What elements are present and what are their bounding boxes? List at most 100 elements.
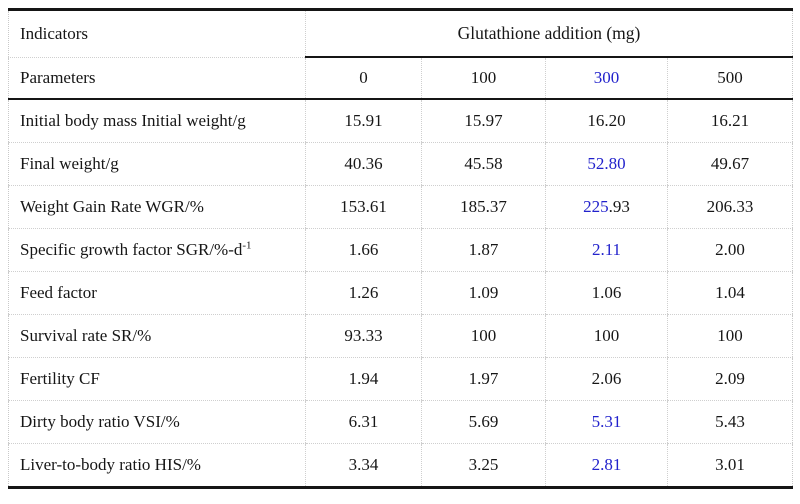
row-label: Weight Gain Rate WGR/% [8, 185, 306, 229]
value-cell: 2.09 [667, 357, 793, 401]
text-segment: 15.97 [464, 111, 503, 130]
value-cell: 40.36 [305, 142, 422, 186]
text-segment: 15.91 [344, 111, 383, 130]
corner-cell-indicators: Indicators [8, 9, 306, 58]
table-row: Fertility CF 1.94 1.97 2.06 2.09 [8, 357, 793, 401]
text-segment: 185.37 [460, 197, 507, 216]
text-segment: 1.94 [348, 369, 379, 388]
row-label: Fertility CF [8, 357, 306, 401]
text-segment: 153.61 [340, 197, 387, 216]
dose-header-cell-3: 500 [667, 57, 793, 100]
paper-table-figure: Indicators Glutathione addition (mg) Par… [8, 8, 793, 489]
value-cell: 3.25 [421, 443, 546, 488]
value-cell: 225.93 [545, 185, 668, 229]
text-segment: 206.33 [706, 197, 754, 216]
text-segment: 1.04 [715, 283, 745, 302]
table-row: Dirty body ratio VSI/% 6.31 5.69 5.31 5.43 [8, 400, 793, 444]
table-row: Specific growth factor SGR/%-d-1 1.66 1.87… [8, 228, 793, 272]
value-cell: 2.00 [667, 228, 793, 272]
corner-cell-parameters: Parameters [8, 57, 306, 100]
value-cell: 153.61 [305, 185, 422, 229]
text-segment: Final weight/g [20, 154, 119, 173]
text-segment: 16.20 [587, 111, 626, 130]
value-cell: 52.80 [545, 142, 668, 186]
row-label: Final weight/g [8, 142, 306, 186]
highlighted-text-segment: 5.31 [591, 412, 622, 431]
table-body: Initial body mass Initial weight/g 15.91 1… [8, 99, 793, 488]
text-segment: 93.33 [344, 326, 383, 345]
value-cell: 3.01 [667, 443, 793, 488]
value-cell: 1.87 [421, 228, 546, 272]
dose-header-cell-2: 300 [545, 57, 668, 100]
value-cell: 5.43 [667, 400, 793, 444]
value-cell: 2.11 [545, 228, 668, 272]
text-segment: Specific growth factor SGR/%-d [20, 240, 243, 259]
row-label: Feed factor [8, 271, 306, 315]
text-segment: Feed factor [20, 283, 97, 302]
table-row: Initial body mass Initial weight/g 15.91 1… [8, 99, 793, 143]
text-segment: Dirty body ratio VSI/% [20, 412, 180, 431]
value-cell: 1.09 [421, 271, 546, 315]
row-label: Initial body mass Initial weight/g [8, 99, 306, 143]
text-segment: 40.36 [344, 154, 383, 173]
table-row: Final weight/g 40.36 45.58 52.80 49.67 [8, 142, 793, 186]
dose-header-cell-0: 0 [305, 57, 422, 100]
text-segment: 1.87 [468, 240, 499, 259]
text-segment: 2.09 [715, 369, 745, 388]
text-segment: 1.06 [591, 283, 622, 302]
text-segment: 5.43 [715, 412, 745, 431]
text-segment: Liver-to-body ratio HIS/% [20, 455, 201, 474]
text-segment: 49.67 [710, 154, 750, 173]
text-segment: 16.21 [710, 111, 750, 130]
value-cell: 16.20 [545, 99, 668, 143]
text-segment: 0 [359, 68, 368, 87]
header-row-doses: Parameters 0 100 300 500 [8, 57, 793, 100]
value-cell: 1.97 [421, 357, 546, 401]
text-segment: .93 [608, 197, 630, 216]
value-cell: 1.94 [305, 357, 422, 401]
value-cell: 49.67 [667, 142, 793, 186]
value-cell: 1.04 [667, 271, 793, 315]
text-segment: 5.69 [468, 412, 499, 431]
highlighted-text-segment: 52.80 [587, 154, 626, 173]
value-cell: 15.91 [305, 99, 422, 143]
text-segment: Initial body mass Initial weight/g [20, 111, 246, 130]
row-label: Specific growth factor SGR/%-d-1 [8, 228, 306, 272]
value-cell: 45.58 [421, 142, 546, 186]
text-segment: 3.34 [348, 455, 379, 474]
value-cell: 5.31 [545, 400, 668, 444]
value-cell: 100 [667, 314, 793, 358]
glutathione-results-table: Indicators Glutathione addition (mg) Par… [8, 8, 793, 489]
text-segment: Fertility CF [20, 369, 100, 388]
value-cell: 93.33 [305, 314, 422, 358]
value-cell: 100 [421, 314, 546, 358]
row-label: Dirty body ratio VSI/% [8, 400, 306, 444]
value-cell: 3.34 [305, 443, 422, 488]
value-cell: 185.37 [421, 185, 546, 229]
highlighted-text-segment: 2.11 [591, 240, 622, 259]
value-cell: 15.97 [421, 99, 546, 143]
highlighted-text-segment: 225 [583, 197, 609, 216]
text-segment: 100 [593, 326, 620, 345]
text-segment: 100 [717, 326, 743, 345]
table-row: Weight Gain Rate WGR/% 153.61 185.37 225.93… [8, 185, 793, 229]
text-segment: 45.58 [464, 154, 503, 173]
text-segment: 1.97 [468, 369, 499, 388]
text-segment: 2.06 [591, 369, 622, 388]
value-cell: 5.69 [421, 400, 546, 444]
value-cell: 206.33 [667, 185, 793, 229]
text-segment: 1.09 [468, 283, 499, 302]
highlighted-text-segment: 2.81 [591, 455, 622, 474]
text-segment: 6.31 [348, 412, 379, 431]
dose-header-cell-1: 100 [421, 57, 546, 100]
row-label: Survival rate SR/% [8, 314, 306, 358]
highlighted-text-segment: 300 [593, 68, 620, 87]
value-cell: 1.06 [545, 271, 668, 315]
text-segment: 100 [470, 68, 497, 87]
row-label: Liver-to-body ratio HIS/% [9, 444, 306, 488]
text-segment: Survival rate SR/% [20, 326, 152, 345]
value-cell: 6.31 [305, 400, 422, 444]
value-cell: 1.66 [305, 228, 422, 272]
text-segment: 100 [470, 326, 497, 345]
text-segment: 1.66 [348, 240, 379, 259]
